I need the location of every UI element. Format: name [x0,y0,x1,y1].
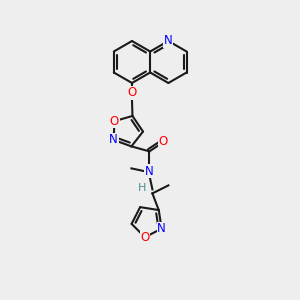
Text: N: N [110,134,118,146]
Text: O: O [110,115,119,128]
Text: O: O [140,231,149,244]
Text: O: O [128,86,136,100]
Text: O: O [159,135,168,148]
Text: H: H [138,183,147,194]
Text: N: N [164,34,173,47]
Text: N: N [157,222,166,235]
Text: N: N [145,165,154,178]
